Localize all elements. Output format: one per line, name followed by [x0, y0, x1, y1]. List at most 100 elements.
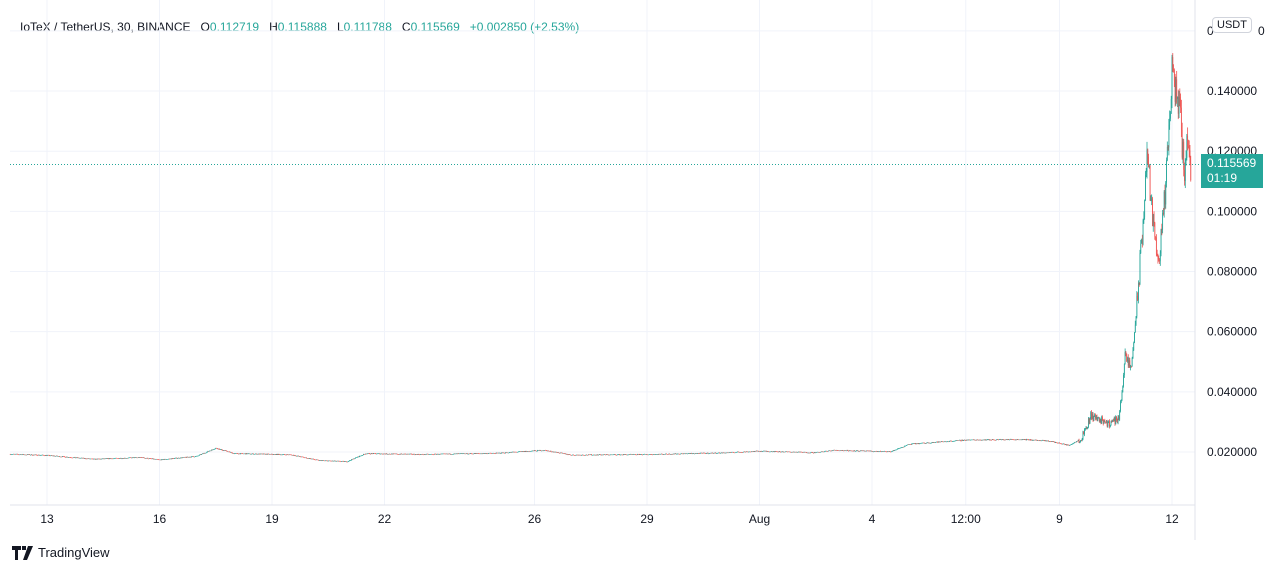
candle-down: [275, 454, 277, 455]
candle-down: [908, 444, 910, 445]
candle-up: [668, 453, 670, 455]
candle-up: [534, 450, 535, 451]
candle-down: [672, 454, 674, 455]
candle-down: [606, 454, 608, 455]
candle-down: [805, 451, 806, 453]
candle-down: [216, 448, 218, 449]
candle-down: [950, 440, 952, 442]
candle-down: [95, 458, 96, 460]
candle-up: [360, 455, 362, 457]
candle-up: [520, 451, 522, 452]
candle-down: [918, 443, 920, 444]
candle-up: [202, 453, 203, 455]
candle-up: [1131, 358, 1133, 367]
candle-down: [320, 460, 322, 461]
candle-down: [314, 459, 316, 461]
candle-down: [872, 451, 874, 452]
candle-down: [418, 454, 420, 455]
candle-up: [774, 451, 776, 452]
candle-down: [326, 460, 328, 462]
candle-down: [308, 458, 310, 459]
candle-up: [1069, 444, 1071, 446]
candle-up: [706, 452, 708, 454]
candle-down: [185, 457, 187, 458]
candle-up: [103, 458, 105, 460]
candle-up: [283, 454, 285, 455]
candle-up: [334, 460, 335, 462]
candle-up: [377, 453, 378, 455]
candle-up: [1087, 426, 1089, 428]
x-tick-label: 16: [153, 512, 167, 526]
candle-up: [648, 454, 649, 456]
candle-up: [581, 454, 583, 456]
candle-down: [427, 453, 428, 455]
candle-up: [240, 453, 242, 455]
candle-up: [734, 452, 736, 454]
candle-down: [622, 454, 624, 456]
candle-up: [115, 457, 117, 459]
candle-down: [661, 453, 663, 455]
candle-up: [794, 451, 796, 453]
candle-up: [467, 454, 469, 455]
candle-up: [972, 439, 974, 441]
candle-up: [203, 452, 205, 454]
candle-up: [53, 455, 55, 457]
candle-up: [720, 453, 721, 454]
candle-down: [527, 451, 529, 452]
candle-up: [953, 441, 955, 442]
candle-up: [341, 461, 342, 462]
candle-down: [880, 451, 881, 452]
candle-up: [252, 453, 253, 455]
candle-down: [431, 454, 433, 455]
candle-down: [915, 443, 917, 445]
candle-up: [1124, 351, 1126, 364]
candle-down: [1092, 414, 1094, 421]
candle-down: [217, 448, 219, 450]
candle-down: [577, 454, 578, 456]
candle-down: [1179, 96, 1181, 99]
candle-down: [753, 451, 755, 452]
candle-up: [417, 454, 419, 455]
candle-down: [847, 450, 849, 451]
candle-up: [84, 458, 85, 459]
bar-countdown: 01:19: [1207, 171, 1238, 185]
candle-down: [366, 453, 367, 455]
candle-up: [737, 451, 739, 453]
candle-down: [315, 459, 317, 461]
candle-down: [678, 453, 680, 455]
candle-down: [264, 453, 266, 455]
candle-down: [491, 453, 492, 454]
candle-down: [691, 453, 692, 454]
candle-up: [610, 454, 612, 456]
candle-down: [1106, 420, 1108, 427]
candle-down: [867, 450, 869, 452]
candle-up: [19, 454, 21, 456]
candle-up: [578, 454, 580, 456]
candle-up: [407, 453, 409, 455]
candle-up: [1112, 420, 1114, 422]
candle-down: [372, 453, 374, 455]
candle-up: [612, 454, 614, 456]
currency-button[interactable]: USDT: [1212, 17, 1252, 33]
candle-up: [875, 450, 877, 452]
candle-down: [980, 439, 981, 441]
candle-up: [97, 458, 99, 460]
candle-up: [968, 439, 970, 441]
x-tick-label: 19: [265, 512, 279, 526]
candle-up: [603, 454, 605, 455]
candle-up: [816, 451, 818, 453]
tradingview-logo[interactable]: TradingView: [12, 545, 110, 560]
candle-up: [439, 453, 441, 455]
candle-up: [948, 441, 950, 442]
candle-up: [717, 452, 719, 454]
candle-down: [493, 453, 495, 454]
candle-up: [354, 458, 356, 460]
candle-up: [77, 457, 79, 459]
candle-down: [548, 451, 550, 452]
candle-up: [20, 454, 21, 456]
candle-down: [1091, 412, 1092, 419]
candle-up: [1070, 444, 1072, 445]
candle-up: [637, 454, 639, 455]
candle-down: [865, 450, 867, 452]
